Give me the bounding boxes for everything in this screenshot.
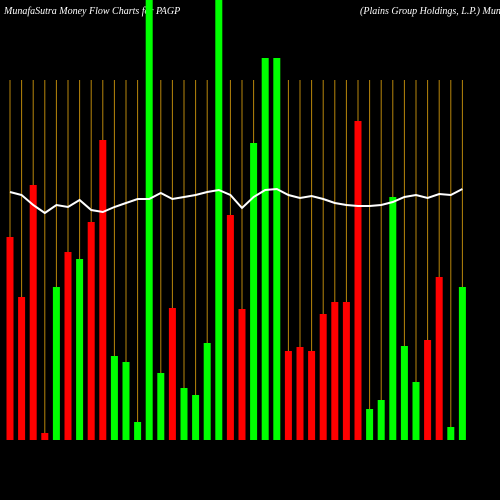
bar <box>145 0 153 440</box>
bar <box>273 58 281 440</box>
bar <box>389 197 397 440</box>
bar <box>203 343 211 440</box>
bar <box>354 121 362 440</box>
bar <box>64 252 72 440</box>
bar <box>52 287 60 440</box>
bar <box>366 409 374 440</box>
bar <box>215 0 223 440</box>
bar <box>238 309 246 440</box>
bar <box>331 302 339 440</box>
bar <box>41 433 49 440</box>
bar <box>308 351 316 440</box>
bar <box>226 215 234 440</box>
bar <box>250 143 258 440</box>
bar <box>261 58 269 440</box>
bar <box>435 277 443 440</box>
bar <box>424 340 432 440</box>
price-line <box>9 187 463 215</box>
bar <box>122 362 130 440</box>
bar <box>284 351 292 440</box>
bar <box>458 287 466 440</box>
bar <box>29 185 37 440</box>
bar <box>99 140 107 440</box>
bar <box>192 395 200 440</box>
bar <box>134 422 142 440</box>
bar <box>87 222 95 440</box>
bar <box>110 356 118 440</box>
bar <box>76 259 84 440</box>
bar <box>447 427 455 440</box>
bar <box>168 308 176 440</box>
chart-title: MunafaSutra Money Flow Charts for PAGP <box>3 6 180 17</box>
bar <box>18 297 26 440</box>
bar <box>412 382 420 440</box>
bar <box>180 388 188 440</box>
bar <box>296 347 304 440</box>
bar <box>400 346 408 440</box>
chart-subtitle: (Plains Group Holdings, L.P.) MunafaSutr… <box>360 6 500 17</box>
bar <box>377 400 385 440</box>
bar <box>6 237 14 440</box>
bar <box>342 302 350 440</box>
bar <box>319 314 327 440</box>
bar <box>157 373 165 440</box>
